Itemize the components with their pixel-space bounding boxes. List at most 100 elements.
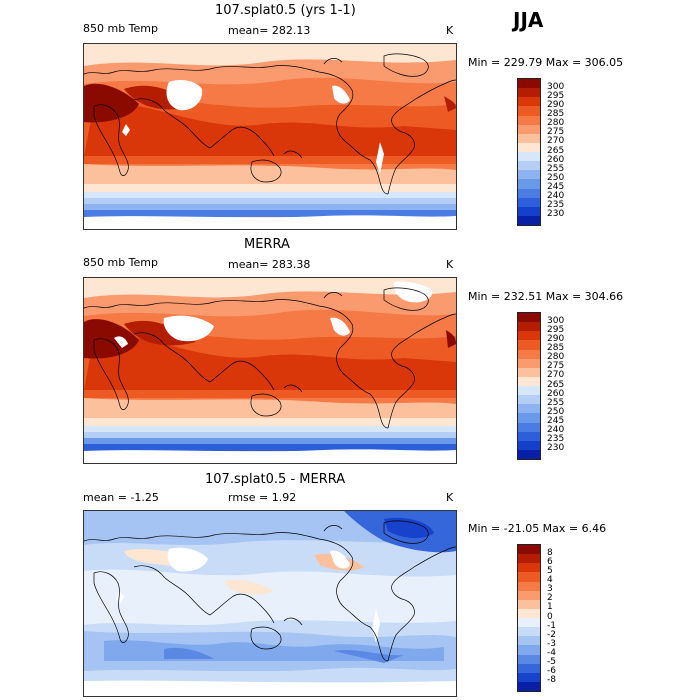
colorbar-cell	[518, 206, 540, 216]
colorbar-tick-label: -4	[547, 648, 556, 658]
colorbar-tick-label: 255	[547, 397, 565, 408]
colorbar-tick-label: 260	[547, 154, 565, 165]
colorbar-tick-label: 270	[547, 370, 565, 381]
colorbar-tick-label: 230	[547, 209, 565, 220]
colorbar-tick-label: 295	[547, 90, 565, 101]
colorbar-tick-label: 0	[547, 611, 553, 622]
colorbar-tick-label: 280	[547, 118, 565, 129]
panel-2-colorbar	[517, 312, 541, 460]
colorbar-cell	[518, 440, 540, 450]
panel-1-title: 107.splat0.5 (yrs 1-1)	[215, 3, 356, 18]
colorbar-tick-label: 255	[547, 163, 565, 174]
colorbar-cell	[518, 322, 540, 332]
colorbar-tick-label: 270	[547, 136, 565, 147]
colorbar-cell	[518, 386, 540, 396]
colorbar-tick-label: 300	[547, 315, 565, 326]
panel-2-center-label: mean= 283.38	[228, 258, 311, 271]
colorbar-cell	[518, 79, 540, 89]
colorbar-tick-label: 245	[547, 182, 565, 192]
colorbar-cell	[518, 572, 540, 582]
colorbar-tick-label: 260	[547, 388, 565, 399]
colorbar-tick-label: 285	[547, 343, 565, 353]
colorbar-cell	[518, 358, 540, 368]
colorbar-tick-label: 1	[547, 602, 553, 613]
colorbar-cell	[518, 431, 540, 441]
colorbar-cell	[518, 331, 540, 341]
colorbar-cell	[518, 188, 540, 198]
colorbar-tick-label: -6	[547, 666, 556, 677]
colorbar-tick-label: 235	[547, 200, 565, 211]
colorbar-tick-label: 230	[547, 443, 565, 454]
panel-1-center-label: mean= 282.13	[228, 24, 311, 37]
colorbar-cell	[518, 313, 540, 323]
colorbar-tick-label: 280	[547, 352, 565, 363]
colorbar-cell	[518, 115, 540, 125]
panel-3-colorbar	[517, 544, 541, 692]
colorbar-tick-label: 300	[547, 81, 565, 92]
colorbar-cell	[518, 627, 540, 637]
colorbar-cell	[518, 681, 540, 691]
panel-2-unit: K	[446, 258, 454, 271]
colorbar-cell	[518, 142, 540, 152]
colorbar-tick-label: 265	[547, 379, 565, 390]
colorbar-cell	[518, 215, 540, 225]
panel-3-left-label: mean = -1.25	[83, 491, 159, 504]
colorbar-tick-label: 6	[547, 556, 553, 567]
colorbar-tick-label: 2	[547, 593, 553, 604]
panel-2-title: MERRA	[244, 237, 290, 252]
colorbar-cell	[518, 618, 540, 628]
colorbar-cell	[518, 340, 540, 350]
panel-2-left-label: 850 mb Temp	[83, 256, 159, 269]
colorbar-cell	[518, 404, 540, 414]
colorbar-tick-label: 240	[547, 191, 565, 202]
colorbar-cell	[518, 581, 540, 591]
colorbar-cell	[518, 106, 540, 116]
colorbar-cell	[518, 422, 540, 432]
colorbar-cell	[518, 367, 540, 377]
panel-3-unit: K	[446, 491, 454, 504]
colorbar-tick-label: 5	[547, 565, 553, 576]
season-label: JJA	[513, 8, 544, 32]
colorbar-tick-label: -1	[547, 620, 556, 631]
colorbar-tick-label: -3	[547, 638, 556, 649]
colorbar-cell	[518, 599, 540, 609]
colorbar-tick-label: -8	[547, 675, 556, 686]
colorbar-cell	[518, 449, 540, 459]
colorbar-tick-label: -2	[547, 629, 556, 640]
panel-2-minmax: Min = 232.51 Max = 304.66	[468, 290, 624, 303]
colorbar-cell	[518, 124, 540, 134]
colorbar-tick-label: 275	[547, 127, 565, 138]
colorbar-cell	[518, 608, 540, 618]
colorbar-tick-label: 3	[547, 584, 553, 595]
colorbar-cell	[518, 161, 540, 171]
panel-1-unit: K	[446, 24, 454, 37]
panel-1-left-label: 850 mb Temp	[83, 22, 159, 35]
colorbar-cell	[518, 170, 540, 180]
colorbar-tick-label: 265	[547, 145, 565, 156]
panel-2-field	[84, 278, 456, 463]
colorbar-cell	[518, 545, 540, 555]
colorbar-tick-label: 285	[547, 109, 565, 119]
colorbar-cell	[518, 654, 540, 664]
colorbar-cell	[518, 554, 540, 564]
colorbar-cell	[518, 152, 540, 162]
colorbar-cell	[518, 376, 540, 386]
colorbar-tick-label: 295	[547, 324, 565, 335]
colorbar-tick-label: -5	[547, 657, 556, 668]
colorbar-cell	[518, 197, 540, 207]
colorbar-tick-label: 240	[547, 425, 565, 436]
colorbar-tick-label: 250	[547, 406, 565, 417]
panel-3-title: 107.splat0.5 - MERRA	[205, 472, 346, 487]
colorbar-cell	[518, 349, 540, 359]
colorbar-cell	[518, 88, 540, 98]
colorbar-cell	[518, 97, 540, 107]
colorbar-cell	[518, 413, 540, 423]
colorbar-cell	[518, 563, 540, 573]
colorbar-cell	[518, 645, 540, 655]
panel-1-map	[83, 43, 457, 230]
colorbar-tick-label: 235	[547, 434, 565, 445]
colorbar-tick-label: 290	[547, 99, 565, 110]
panel-3-minmax: Min = -21.05 Max = 6.46	[468, 522, 607, 535]
colorbar-cell	[518, 179, 540, 189]
panel-1-colorbar	[517, 78, 541, 226]
